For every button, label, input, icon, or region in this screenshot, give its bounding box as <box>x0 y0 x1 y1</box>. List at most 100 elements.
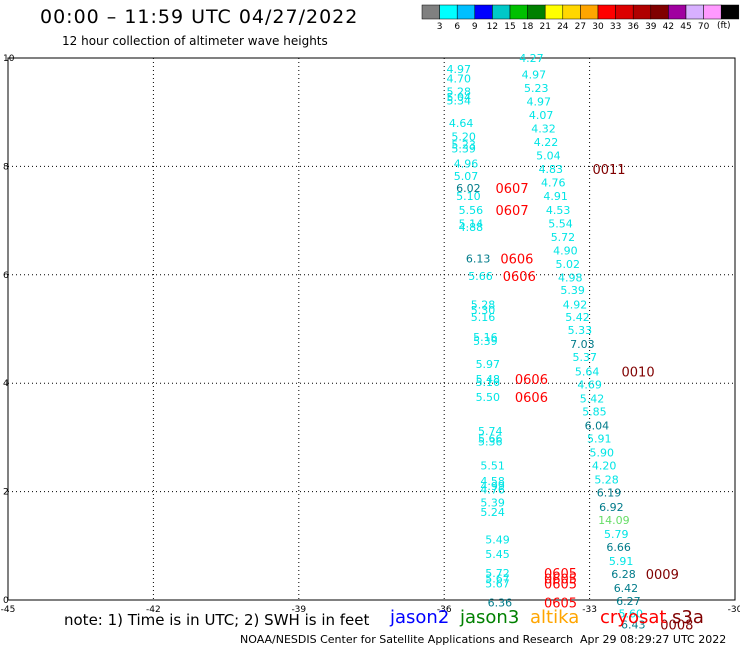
wave-height-label: 4.97 <box>526 95 551 108</box>
wave-height-label: 5.97 <box>476 358 501 371</box>
wave-height-label: 4.70 <box>446 73 471 86</box>
wave-height-label: 4.20 <box>592 460 617 473</box>
wave-height-label: 5.33 <box>568 324 593 337</box>
legend-jason2: jason2 <box>390 607 450 628</box>
wave-height-label: 6.66 <box>606 541 631 554</box>
colorbar-swatch <box>685 4 704 20</box>
wave-height-label: 6.04 <box>585 419 610 432</box>
legend-altika: altika <box>530 607 580 628</box>
time-tag-label: 0606 <box>515 373 548 388</box>
wave-height-label: 5.66 <box>468 270 493 283</box>
page-title: 00:00 – 11:59 UTC 04/27/2022 <box>40 6 359 28</box>
time-tag-label: 0606 <box>500 253 533 268</box>
wave-height-label: 5.28 <box>471 299 496 312</box>
wave-height-label: 5.48 <box>476 373 501 386</box>
colorbar-label: 15 <box>504 22 515 32</box>
wave-height-label: 4.27 <box>519 52 544 65</box>
legend-cryosat: cryosat <box>600 607 667 628</box>
legend-s3a: s3a <box>672 607 704 628</box>
time-tag-label: 0606 <box>503 270 536 285</box>
y-tick-label: 6 <box>3 271 9 281</box>
wave-height-label: 5.56 <box>459 204 484 217</box>
wave-height-label: 6.42 <box>614 582 639 595</box>
y-tick-label: 8 <box>3 162 9 172</box>
wave-height-label: 5.64 <box>575 365 600 378</box>
wave-height-label: 5.28 <box>594 474 619 487</box>
time-tag-label: 0607 <box>496 204 529 219</box>
wave-height-label: 5.10 <box>456 190 481 203</box>
wave-height-label: 4.32 <box>531 122 556 135</box>
legend-jason3: jason3 <box>460 607 520 628</box>
wave-height-label: 6.02 <box>456 182 481 195</box>
wave-height-label: 5.54 <box>548 217 573 230</box>
wave-height-label: 5.79 <box>604 528 629 541</box>
wave-height-label: 5.04 <box>446 91 471 104</box>
wave-height-label: 6.19 <box>597 487 622 500</box>
wave-height-label: 5.60 <box>619 608 644 621</box>
plot-frame <box>7 57 736 601</box>
wave-height-label: 5.42 <box>565 311 590 324</box>
y-tick-label: 10 <box>3 54 15 64</box>
colorbar-swatch <box>668 4 687 20</box>
colorbar-swatch <box>562 4 581 20</box>
x-tick-label: -33 <box>582 605 597 615</box>
wave-height-label: 4.88 <box>459 221 484 234</box>
wave-height-label: 5.90 <box>589 447 614 460</box>
colorbar-label: 33 <box>610 22 621 32</box>
wave-height-label: 4.22 <box>534 136 559 149</box>
wave-height-label: 4.90 <box>553 244 578 257</box>
time-tag-label: 0605 <box>544 578 577 593</box>
wave-height-label: 5.04 <box>536 150 561 163</box>
wave-height-label: 5.07 <box>454 170 479 183</box>
wave-height-label: 5.39 <box>473 335 498 348</box>
wave-height-label: 4.64 <box>449 117 474 130</box>
time-tag-label: 0009 <box>646 568 679 583</box>
wave-height-label: 4.76 <box>541 177 566 190</box>
wave-height-label: 4.58 <box>480 475 505 488</box>
colorbar-label: 6 <box>454 22 460 32</box>
colorbar-swatch <box>703 4 722 20</box>
wave-height-label: 14.09 <box>598 514 630 527</box>
colorbar-label: 39 <box>645 22 657 32</box>
x-tick-label: -42 <box>146 605 161 615</box>
colorbar-label: 30 <box>592 22 604 32</box>
time-tag-label: 0011 <box>592 163 625 178</box>
colorbar-swatch <box>580 4 599 20</box>
colorbar-swatch <box>597 4 616 20</box>
colorbar-label: 70 <box>698 22 710 32</box>
x-tick-label: -39 <box>291 605 306 615</box>
wave-height-label: 5.14 <box>459 217 484 230</box>
colorbar-label: 3 <box>437 22 443 32</box>
wave-height-label: 4.07 <box>529 109 554 122</box>
x-tick-label: -45 <box>1 605 16 615</box>
time-tag-label: 0605 <box>544 572 577 587</box>
time-tag-label: 0606 <box>515 391 548 406</box>
wave-height-label: 5.85 <box>582 405 607 418</box>
wave-height-label: 6.28 <box>611 568 636 581</box>
footer-timestamp: Apr 29 08:29:27 UTC 2022 <box>580 633 727 646</box>
colorbar-label: 24 <box>557 22 569 32</box>
colorbar-label: 42 <box>663 22 674 32</box>
wave-height-label: 5.28 <box>446 86 471 99</box>
wave-height-label: 5.67 <box>485 572 510 585</box>
colorbar-label: 45 <box>680 22 691 32</box>
colorbar-swatch <box>421 4 440 20</box>
wave-height-label: 4.53 <box>546 204 571 217</box>
wave-height-label: 5.45 <box>485 548 510 561</box>
time-tag-label: 0010 <box>622 365 655 380</box>
colorbar-label: 18 <box>522 22 534 32</box>
colorbar-swatch <box>527 4 546 20</box>
wave-height-label: 5.72 <box>485 567 510 580</box>
wave-height-label: 5.30 <box>471 304 496 317</box>
colorbar-label: 21 <box>539 22 550 32</box>
colorbar-label: 12 <box>487 22 498 32</box>
page-subtitle: 12 hour collection of altimeter wave hei… <box>62 34 328 48</box>
wave-height-label: 5.02 <box>556 258 581 271</box>
time-tag-label: 0605 <box>544 597 577 612</box>
footer-source: NOAA/NESDIS Center for Satellite Applica… <box>240 633 574 646</box>
wave-height-label: 5.16 <box>476 376 501 389</box>
y-tick-label: 2 <box>3 488 9 498</box>
time-tag-label: 0605 <box>544 567 577 582</box>
wave-height-label: 6.36 <box>488 597 513 610</box>
wave-height-label: 5.72 <box>551 231 576 244</box>
